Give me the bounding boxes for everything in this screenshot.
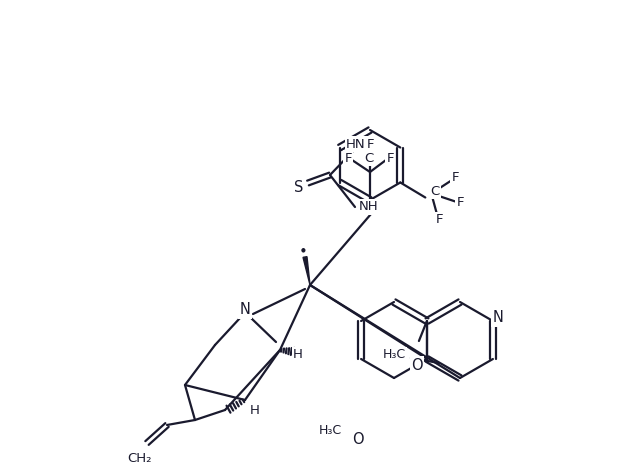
Text: F: F (452, 171, 459, 184)
Text: H₃C: H₃C (319, 423, 342, 437)
Text: H: H (250, 404, 260, 416)
Text: O: O (352, 432, 364, 447)
Text: C: C (431, 185, 440, 198)
Text: F: F (366, 138, 374, 150)
Text: O: O (411, 358, 423, 373)
Polygon shape (303, 257, 310, 285)
Text: F: F (387, 151, 394, 164)
Text: F: F (436, 213, 443, 226)
Text: CH₂: CH₂ (127, 453, 151, 465)
Text: N: N (239, 303, 250, 318)
Text: S: S (294, 180, 304, 196)
Text: H: H (293, 348, 303, 361)
Text: H₃C: H₃C (382, 348, 406, 361)
Text: F: F (344, 151, 352, 164)
Text: ●: ● (301, 248, 305, 252)
Text: HN: HN (346, 138, 366, 150)
Text: C: C (364, 151, 374, 164)
Text: N: N (492, 311, 503, 326)
Text: F: F (456, 196, 464, 209)
Text: NH: NH (359, 201, 379, 213)
